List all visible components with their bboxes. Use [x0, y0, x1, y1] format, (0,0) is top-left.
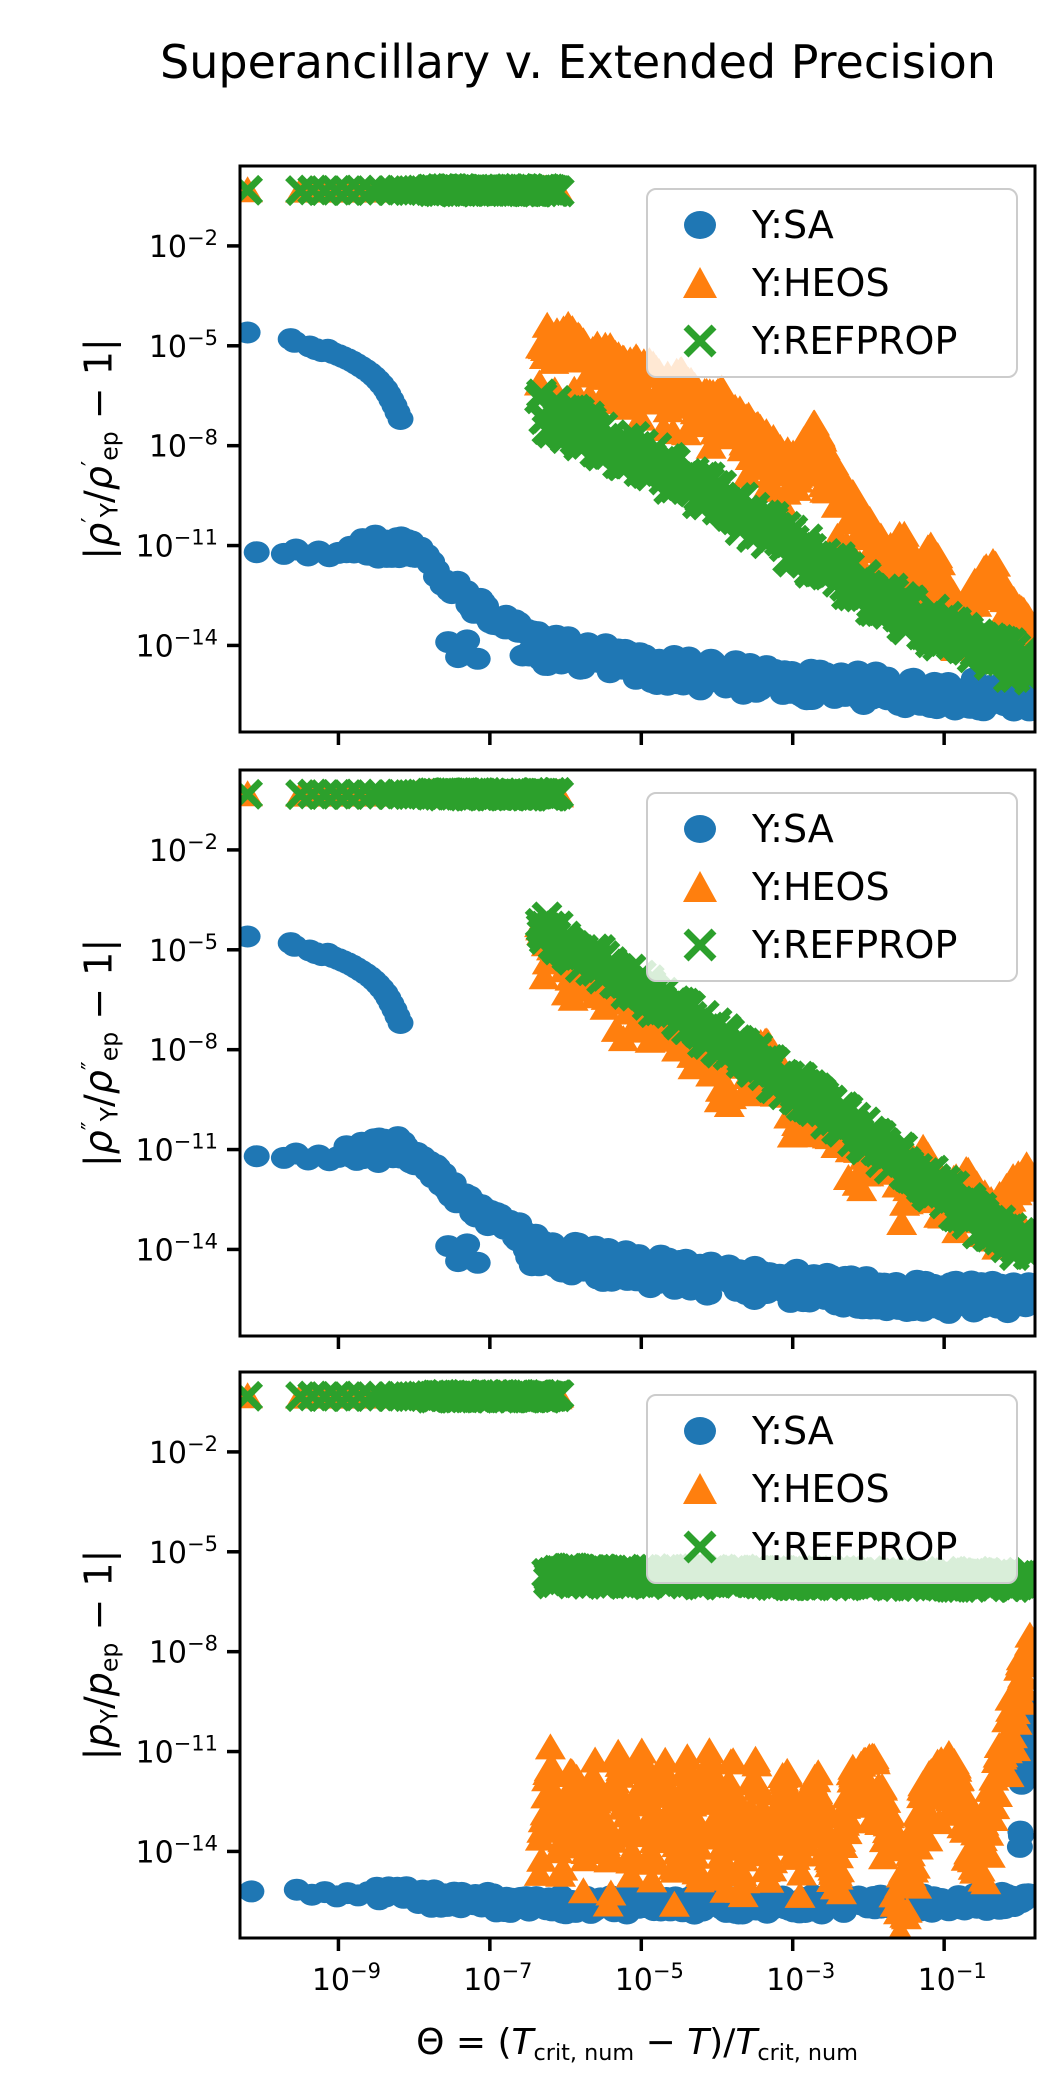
- svg-text:10−8: 10−8: [149, 426, 218, 465]
- legend-item-refprop: Y:REFPROP: [648, 313, 1016, 369]
- x-axis-label-theta: Θ = (Tcrit, num − T)/Tcrit, num: [416, 2022, 858, 2066]
- subplot-1: 10−2 10−5 10−8 10−11 10−14: [135, 164, 1037, 745]
- legend-label: Y:REFPROP: [752, 319, 958, 363]
- legend-label: Y:HEOS: [752, 865, 890, 909]
- series-y-refprop-points: [241, 172, 1034, 696]
- x-marker-icon: [648, 1529, 752, 1565]
- svg-text:10−11: 10−11: [135, 526, 218, 565]
- triangle-marker-icon: [648, 869, 752, 905]
- svg-text:10−11: 10−11: [135, 1130, 218, 1169]
- series-y-heos-points: [241, 1380, 1034, 1937]
- legend-label: Y:REFPROP: [752, 923, 958, 967]
- svg-text:10−14: 10−14: [135, 625, 218, 664]
- legend-label: Y:REFPROP: [752, 1525, 958, 1569]
- legend-item-heos: Y:HEOS: [648, 255, 1016, 311]
- series-y-sa-points: [241, 925, 1034, 1324]
- svg-text:10−5: 10−5: [149, 326, 218, 365]
- legend-label: Y:HEOS: [752, 261, 890, 305]
- series-y-refprop-points: [241, 776, 1034, 1272]
- svg-text:10−14: 10−14: [135, 1229, 218, 1268]
- y-axis-label-pressure: |pY/pep − 1|: [76, 1549, 124, 1761]
- legend-subplot-3: Y:SA Y:HEOS Y:REFPROP: [646, 1394, 1018, 1584]
- svg-text:10−1: 10−1: [918, 1959, 987, 1998]
- svg-text:10−9: 10−9: [312, 1959, 381, 1998]
- triangle-marker-icon: [648, 265, 752, 301]
- triangle-marker-icon: [648, 1471, 752, 1507]
- figure-title: Superancillary v. Extended Precision: [160, 35, 996, 89]
- svg-text:10−2: 10−2: [149, 1432, 218, 1471]
- legend-item-heos: Y:HEOS: [648, 1461, 1016, 1517]
- svg-text:10−8: 10−8: [149, 1030, 218, 1069]
- y-axis-label-vapor-density: |ρ″Y/ρ″ep − 1|: [76, 938, 124, 1168]
- legend-item-sa: Y:SA: [648, 1403, 1016, 1459]
- legend-label: Y:SA: [752, 203, 834, 247]
- svg-text:10−2: 10−2: [149, 226, 218, 265]
- x-marker-icon: [648, 927, 752, 963]
- circle-marker-icon: [648, 1414, 752, 1448]
- series-y-sa-points: [241, 1690, 1034, 1925]
- legend-item-refprop: Y:REFPROP: [648, 917, 1016, 973]
- legend-item-sa: Y:SA: [648, 197, 1016, 253]
- svg-text:10−11: 10−11: [135, 1732, 218, 1771]
- legend-subplot-1: Y:SA Y:HEOS Y:REFPROP: [646, 188, 1018, 378]
- legend-label: Y:HEOS: [752, 1467, 890, 1511]
- circle-marker-icon: [648, 812, 752, 846]
- legend-label: Y:SA: [752, 807, 834, 851]
- svg-text:10−3: 10−3: [766, 1959, 835, 1998]
- circle-marker-icon: [648, 208, 752, 242]
- svg-text:10−5: 10−5: [149, 1532, 218, 1571]
- svg-text:10−7: 10−7: [463, 1959, 532, 1998]
- x-marker-icon: [648, 323, 752, 359]
- legend-item-refprop: Y:REFPROP: [648, 1519, 1016, 1575]
- svg-text:10−2: 10−2: [149, 830, 218, 869]
- svg-text:10−14: 10−14: [135, 1831, 218, 1870]
- legend-item-sa: Y:SA: [648, 801, 1016, 857]
- svg-text:10−5: 10−5: [615, 1959, 684, 1998]
- legend-item-heos: Y:HEOS: [648, 859, 1016, 915]
- legend-subplot-2: Y:SA Y:HEOS Y:REFPROP: [646, 792, 1018, 982]
- y-axis-label-liquid-density: |ρ′Y/ρ′ep − 1|: [76, 338, 124, 560]
- series-y-sa-points: [241, 321, 1034, 722]
- svg-text:10−5: 10−5: [149, 930, 218, 969]
- svg-text:10−8: 10−8: [149, 1632, 218, 1671]
- legend-label: Y:SA: [752, 1409, 834, 1453]
